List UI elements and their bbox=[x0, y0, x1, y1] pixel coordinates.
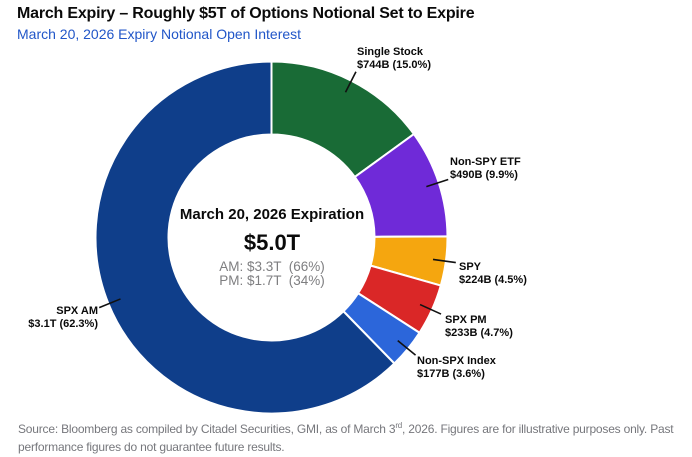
label-non-spx-index-name: Non-SPX Index bbox=[417, 355, 496, 367]
label-spx-pm-name: SPX PM bbox=[445, 314, 487, 326]
leader-line bbox=[426, 178, 449, 188]
label-spx-am-name: SPX AM bbox=[56, 305, 98, 317]
label-spx-am: SPX AM $3.1T (62.3%) bbox=[8, 305, 98, 330]
label-non-spy-etf-name: Non-SPY ETF bbox=[450, 156, 521, 168]
label-spx-pm-value: $233B (4.7%) bbox=[445, 326, 513, 339]
label-single-stock: Single Stock $744B (15.0%) bbox=[357, 46, 431, 71]
source-text: Source: Bloomberg as compiled by Citadel… bbox=[18, 422, 396, 436]
source-note: Source: Bloomberg as compiled by Citadel… bbox=[18, 420, 688, 456]
source-text-cont: , 2026. Figures are for illustrative pur… bbox=[402, 422, 674, 436]
label-spy-value: $224B (4.5%) bbox=[459, 273, 527, 286]
page-subtitle: March 20, 2026 Expiry Notional Open Inte… bbox=[17, 26, 302, 42]
leader-line bbox=[344, 71, 357, 93]
leader-line bbox=[419, 303, 442, 315]
label-non-spy-etf: Non-SPY ETF $490B (9.9%) bbox=[450, 156, 521, 181]
label-single-stock-value: $744B (15.0%) bbox=[357, 58, 431, 71]
source-note-line1: Source: Bloomberg as compiled by Citadel… bbox=[18, 420, 688, 438]
label-spx-pm: SPX PM $233B (4.7%) bbox=[445, 314, 513, 339]
label-spy-name: SPY bbox=[459, 261, 482, 273]
leader-line bbox=[397, 339, 417, 356]
donut-slice-spx-am bbox=[94, 60, 396, 415]
label-non-spx-index-value: $177B (3.6%) bbox=[417, 367, 485, 380]
source-note-line2: performance figures do not guarantee fut… bbox=[18, 440, 285, 454]
leader-line bbox=[98, 298, 121, 309]
source-superscript: rd bbox=[395, 421, 403, 430]
label-non-spx-index: Non-SPX Index $177B (3.6%) bbox=[417, 355, 496, 380]
page-title: March Expiry – Roughly $5T of Options No… bbox=[17, 5, 475, 22]
label-non-spy-etf-value: $490B (9.9%) bbox=[450, 168, 518, 181]
label-spx-am-value: $3.1T (62.3%) bbox=[28, 317, 98, 330]
label-single-stock-name: Single Stock bbox=[357, 46, 424, 58]
leader-line bbox=[432, 258, 456, 264]
label-spy: SPY $224B (4.5%) bbox=[459, 261, 527, 286]
